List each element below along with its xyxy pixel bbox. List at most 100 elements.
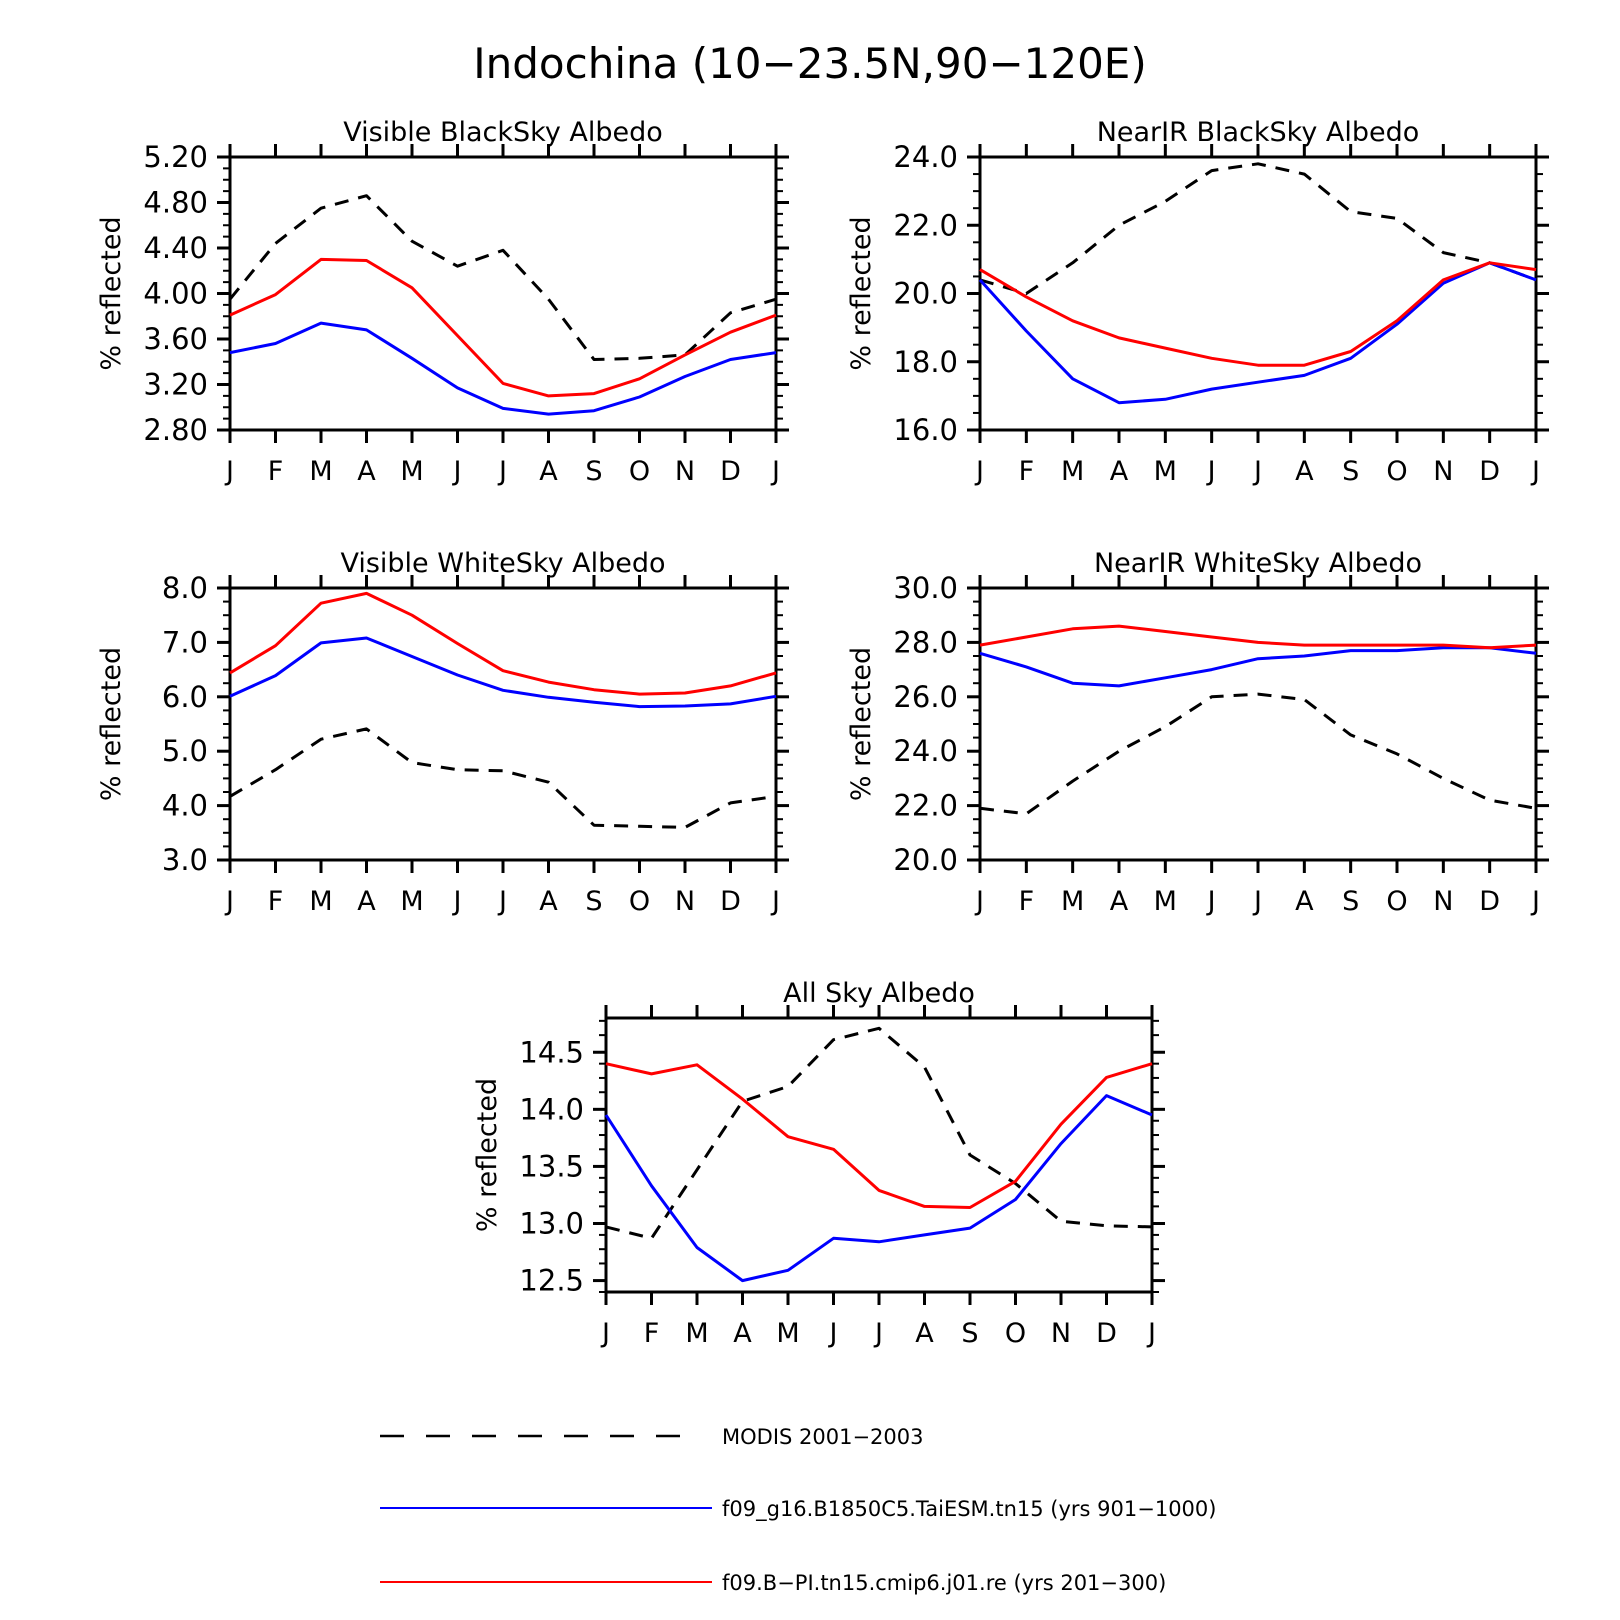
panel4-series-cmip6 <box>979 624 1537 650</box>
panel1-xtick-label: J <box>770 456 780 487</box>
panel4-title: NearIR WhiteSky Albedo <box>1094 548 1422 579</box>
panel3-ytick-label: 5.0 <box>162 734 208 768</box>
panel2-xtick-label: A <box>1110 456 1129 487</box>
legend: MODIS 2001−2003 f09_g16.B1850C5.TaiESM.t… <box>380 1425 1216 1595</box>
panel1-ytick-label: 4.80 <box>143 186 208 220</box>
panel5-xtick-label: J <box>1146 1318 1156 1349</box>
panel5-xtick-label: N <box>1051 1318 1071 1349</box>
panel3-ytick-label: 6.0 <box>162 680 208 714</box>
panel2-ytick-label: 18.0 <box>893 345 958 379</box>
panel1-xtick-label: N <box>675 456 695 487</box>
panel3-xtick-label: A <box>539 886 558 917</box>
panel1-xtick-label: M <box>309 456 332 487</box>
panel5-series-taiesm <box>604 1094 1153 1283</box>
panel2-xtick-label: N <box>1433 456 1453 487</box>
panel2-xtick-label: M <box>1154 456 1177 487</box>
panel4-xtick-label: A <box>1110 886 1129 917</box>
panel1-series-cmip6 <box>229 257 777 398</box>
panel5-xtick-label: F <box>644 1318 660 1349</box>
panel4-xtick-label: M <box>1061 886 1084 917</box>
panel5-xtick-label: D <box>1096 1318 1117 1349</box>
panel4-series-modis <box>979 692 1537 816</box>
panel2-xtick-label: A <box>1295 456 1314 487</box>
panel3-xtick-label: F <box>268 886 284 917</box>
legend-label-modis: MODIS 2001−2003 <box>722 1425 924 1449</box>
panel3-ytick-label: 8.0 <box>162 571 208 605</box>
panel2-xtick-label: J <box>974 456 984 487</box>
panel1-ytick-label: 5.20 <box>143 140 208 174</box>
panel5-xtick-label: S <box>961 1318 978 1349</box>
panel1-ytick-label: 3.60 <box>143 322 208 356</box>
panel5-xtick-label: J <box>828 1318 838 1349</box>
panel5-ytick-label: 14.5 <box>519 1035 584 1069</box>
legend-entry-modis: MODIS 2001−2003 <box>380 1425 924 1449</box>
panel5-series-modis <box>605 1026 1153 1240</box>
panel1-xtick-label: J <box>497 456 507 487</box>
figure-title: Indochina (10−23.5N,90−120E) <box>473 39 1146 88</box>
panel1-ytick-label: 4.40 <box>143 231 208 265</box>
panel5-xtick-label: M <box>776 1318 799 1349</box>
panel5-xtick-label: J <box>873 1318 883 1349</box>
panel4-xtick-label: J <box>1206 886 1216 917</box>
panel4-ylabel: % reflected <box>846 647 877 801</box>
panel2-xtick-label: D <box>1479 456 1500 487</box>
panel3-xtick-label: O <box>629 886 650 917</box>
legend-label-taiesm: f09_g16.B1850C5.TaiESM.tn15 (yrs 901−100… <box>722 1497 1216 1522</box>
panel3-xtick-label: J <box>224 886 234 917</box>
panel1-title: Visible BlackSky Albedo <box>343 117 663 148</box>
panel3-series-taiesm <box>229 636 777 709</box>
panel4-ytick-label: 30.0 <box>893 571 958 605</box>
panel5-ylabel: % reflected <box>472 1078 503 1232</box>
panel1-xtick-label: J <box>452 456 462 487</box>
panel5-xtick-label: O <box>1005 1318 1026 1349</box>
panel1-ytick-label: 3.20 <box>143 368 208 402</box>
panel3-xtick-label: S <box>585 886 602 917</box>
panel1-xtick-label: J <box>224 456 234 487</box>
panel2-xtick-label: M <box>1061 456 1084 487</box>
panel2-ylabel: % reflected <box>846 216 877 370</box>
panel1-ytick-label: 4.00 <box>143 277 208 311</box>
panel5-xtick-label: A <box>733 1318 752 1349</box>
panel3-xtick-label: A <box>357 886 376 917</box>
panel3-xtick-label: J <box>770 886 780 917</box>
panel4-xtick-label: M <box>1154 886 1177 917</box>
panel4-xtick-label: J <box>1530 886 1540 917</box>
panel3-series-modis <box>229 727 777 829</box>
panel4-ytick-label: 22.0 <box>893 789 958 823</box>
panel2-xtick-label: J <box>1530 456 1540 487</box>
panel2-ytick-label: 22.0 <box>893 208 958 242</box>
panel4-ytick-label: 26.0 <box>893 680 958 714</box>
panel5-xtick-label: A <box>915 1318 934 1349</box>
panel4-xtick-label: S <box>1342 886 1359 917</box>
panel4-xtick-label: O <box>1386 886 1407 917</box>
panel3-xtick-label: J <box>497 886 507 917</box>
legend-label-cmip6: f09.B−PI.tn15.cmip6.j01.re (yrs 201−300) <box>722 1571 1166 1595</box>
panel2-ytick-label: 16.0 <box>893 413 958 447</box>
panel3-title: Visible WhiteSky Albedo <box>340 548 665 579</box>
panel4-ytick-label: 28.0 <box>893 625 958 659</box>
panel1-xtick-label: A <box>539 456 558 487</box>
panel3-xtick-label: D <box>720 886 741 917</box>
panel1-xtick-label: D <box>720 456 741 487</box>
panel5-ytick-label: 13.5 <box>519 1149 584 1183</box>
panel4-xtick-label: J <box>974 886 984 917</box>
panel5-ytick-label: 14.0 <box>519 1092 584 1126</box>
panel5-xtick-label: M <box>685 1318 708 1349</box>
panel2-series-modis <box>979 162 1537 295</box>
panel5-series-cmip6 <box>605 1062 1153 1209</box>
panel5-title: All Sky Albedo <box>783 978 975 1009</box>
panel3-xtick-label: J <box>452 886 462 917</box>
panel1-xtick-label: F <box>268 456 284 487</box>
panel4-xtick-label: A <box>1295 886 1314 917</box>
panel5-ytick-label: 13.0 <box>519 1207 584 1241</box>
panel4-xtick-label: D <box>1479 886 1500 917</box>
panel4-ytick-label: 20.0 <box>893 843 958 877</box>
panel3-xtick-label: M <box>309 886 332 917</box>
panel3-series-cmip6 <box>229 591 777 696</box>
panel4-xtick-label: N <box>1433 886 1453 917</box>
panel1-ytick-label: 2.80 <box>143 413 208 447</box>
panel2-title: NearIR BlackSky Albedo <box>1097 117 1420 148</box>
